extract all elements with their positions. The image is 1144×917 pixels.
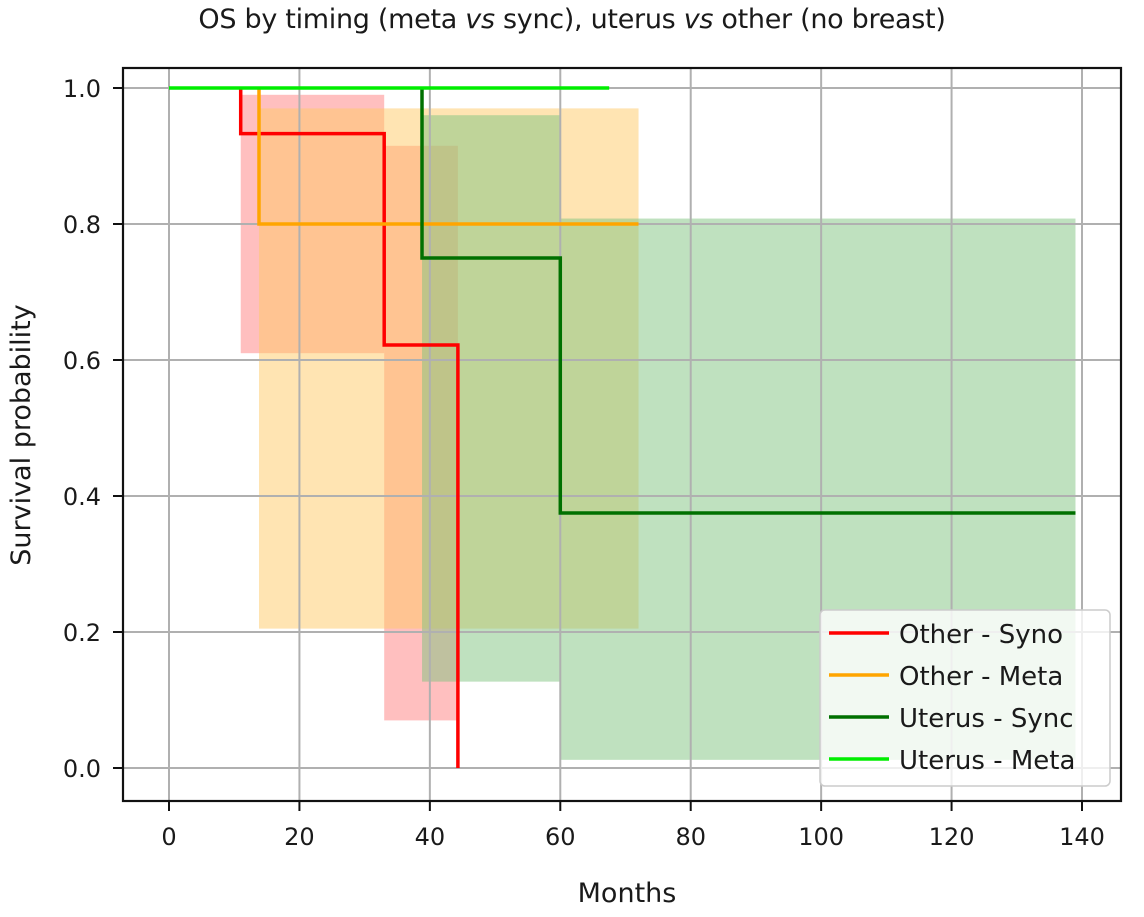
- legend: Other - Syno Other - Meta Uterus - Sync Ute…: [819, 609, 1111, 787]
- x-tick-label: 40: [415, 823, 446, 851]
- x-tick-label: 80: [675, 823, 706, 851]
- x-tick-label: 60: [545, 823, 576, 851]
- legend-label: Other - Syno: [899, 620, 1063, 650]
- survival-curve: [257, 88, 639, 226]
- legend-label: Uterus - Meta: [899, 746, 1075, 776]
- survival-curve: [420, 88, 1076, 515]
- y-tick-label: 0.4: [63, 483, 101, 511]
- legend-box: [819, 609, 1111, 787]
- y-axis-label: Survival probability: [6, 304, 37, 566]
- x-tick-label: 140: [1059, 823, 1105, 851]
- title-part-italic: vs: [465, 4, 495, 35]
- survival-curve: [238, 88, 460, 768]
- title-part-italic: vs: [683, 4, 714, 35]
- axis-ticks: 0 20 40 60 80 100 120 140 0.0 0.2 0.4 0.6 0.8 1.0: [63, 75, 1105, 851]
- x-axis-label: Months: [578, 878, 677, 909]
- y-tick-label: 0.2: [63, 619, 101, 647]
- title-part: sync), uterus: [494, 4, 684, 35]
- chart-title: OS by timing (meta vs sync), uterus vs o…: [0, 4, 1144, 35]
- legend-label: Uterus - Sync: [899, 704, 1074, 734]
- confidence-band: [422, 115, 561, 682]
- y-tick-label: 0.6: [63, 347, 101, 375]
- x-tick-label: 0: [161, 823, 176, 851]
- y-tick-label: 0.8: [63, 211, 101, 239]
- y-tick-label: 1.0: [63, 75, 101, 103]
- title-part: other (no breast): [713, 4, 946, 35]
- survival-curves: [169, 86, 1076, 768]
- plot-frame: [121, 66, 1123, 803]
- title-part: OS by timing (meta: [198, 4, 466, 35]
- x-tick-label: 120: [929, 823, 975, 851]
- x-tick-label: 20: [284, 823, 315, 851]
- y-tick-label: 0.0: [63, 755, 101, 783]
- x-tick-label: 100: [798, 823, 844, 851]
- legend-label: Other - Meta: [899, 662, 1063, 692]
